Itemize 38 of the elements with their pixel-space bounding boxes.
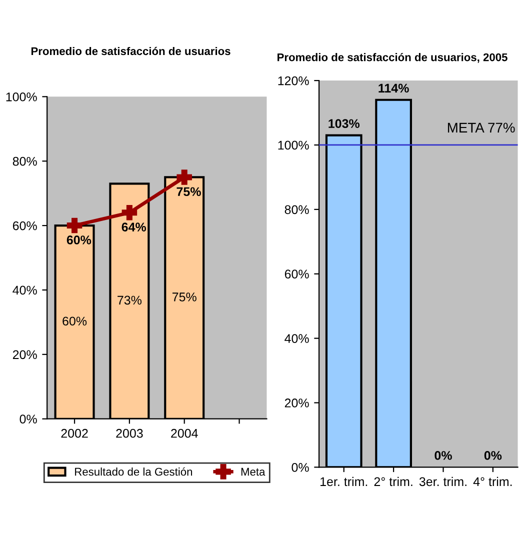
x-tick-label: 4° trim.	[473, 476, 512, 486]
data-label: 103%	[328, 119, 360, 128]
x-tick-label: 3er. trim.	[419, 476, 466, 486]
y-tick-label: 100%	[6, 92, 37, 102]
y-tick-label: 60%	[12, 221, 37, 230]
data-label: 73%	[118, 296, 142, 305]
x-tick-label: 2002	[61, 428, 88, 438]
y-tick-label: 100%	[278, 140, 309, 150]
chart-title: Promedio de satisfacción de usuarios, 2005	[278, 52, 508, 63]
data-label: 0%	[484, 451, 502, 460]
point	[122, 205, 138, 220]
chart-title: Promedio de satisfacción de usuarios	[31, 46, 230, 56]
point	[176, 170, 192, 185]
y-tick-label: 40%	[284, 334, 309, 343]
data-label: 64%	[122, 222, 146, 232]
x-tick-label: 2004	[171, 428, 198, 438]
y-tick-label: 20%	[12, 350, 37, 360]
y-tick-label: 80%	[12, 156, 37, 166]
data-label: 0%	[434, 451, 452, 460]
x-tick-label: 1er. trim.	[320, 476, 368, 486]
legend-label: Resultado de la Gestión	[75, 467, 192, 476]
y-tick-label: 20%	[284, 398, 309, 408]
y-tick-label: 40%	[12, 286, 37, 295]
data-label: 60%	[66, 236, 92, 244]
y-tick-label: 60%	[284, 270, 309, 279]
x-tick-label: 2° trim.	[374, 476, 412, 486]
data-label: 60%	[62, 316, 87, 326]
ref-line-label: META 77%	[448, 122, 515, 133]
point	[66, 218, 82, 234]
y-tick-label: 120%	[278, 76, 309, 86]
y-tick-label: 0%	[292, 462, 309, 472]
y-tick-label: 80%	[284, 205, 309, 214]
legend-label: Meta	[241, 468, 266, 476]
data-label: 114%	[378, 84, 409, 93]
x-tick-label: 2003	[116, 428, 143, 438]
data-label: 75%	[172, 292, 196, 302]
y-tick-label: 0%	[20, 414, 37, 424]
data-label: 75%	[176, 187, 201, 196]
